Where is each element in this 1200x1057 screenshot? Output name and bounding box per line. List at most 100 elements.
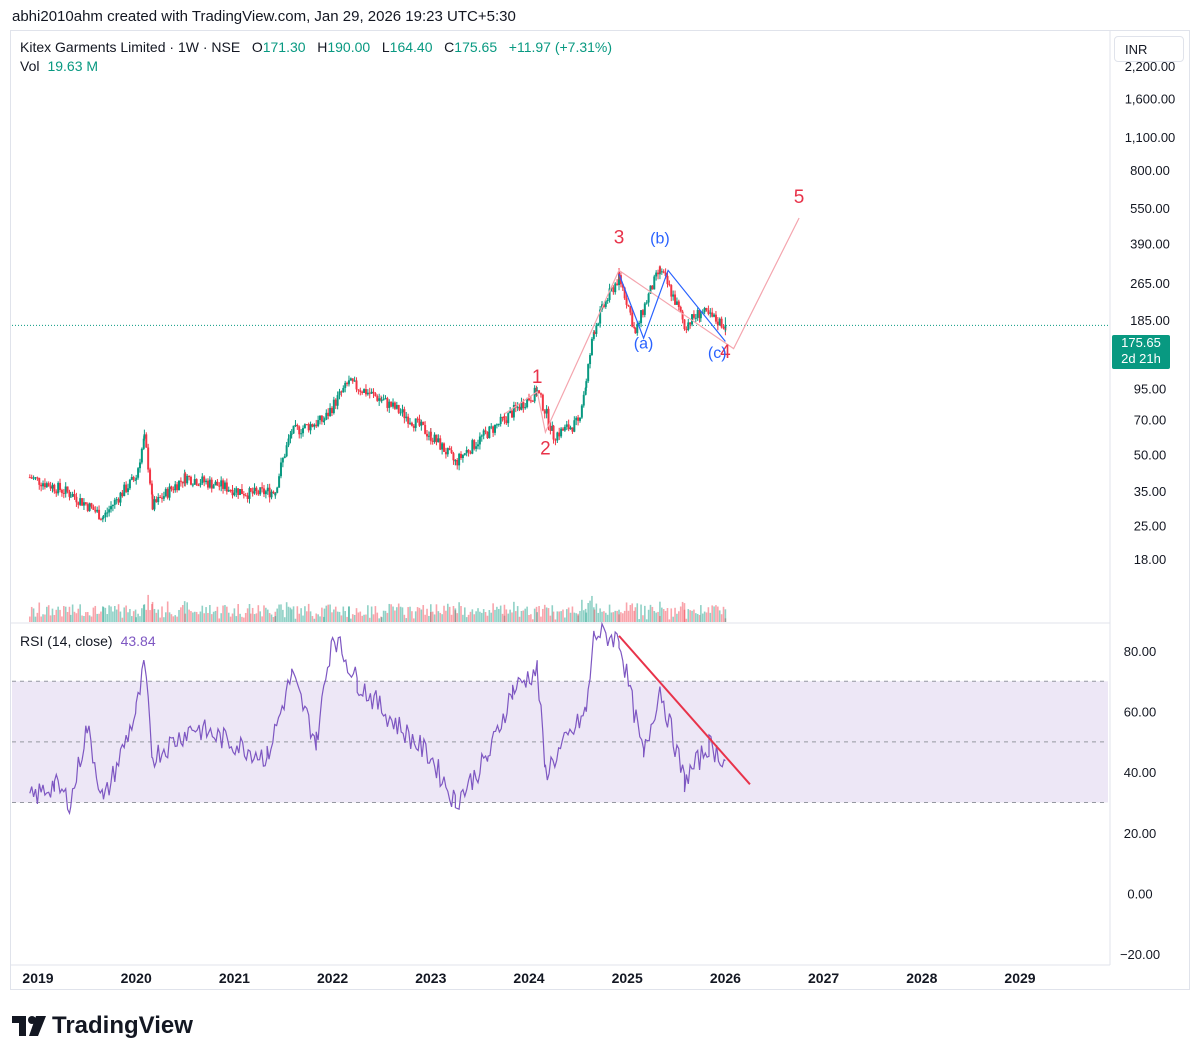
volume-bar [679,606,682,622]
volume-bar [294,618,297,622]
candle-body [612,287,615,293]
volume-bar [701,613,704,622]
volume-bar [29,616,31,622]
candle-body [130,477,133,480]
volume-bar [499,605,502,622]
candle-body [161,497,164,499]
candle-body [81,498,84,506]
candle-body [604,300,607,307]
candle-body [687,322,690,330]
candle-body [528,398,530,401]
volume-bar [368,617,371,622]
candle-body [315,424,318,427]
volume-bar [313,618,316,622]
year-tick-label: 2024 [513,970,544,986]
price-tick-label: 35.00 [1134,484,1167,499]
candle-body [484,430,487,432]
candle-body [602,304,605,307]
volume-bar [511,612,513,622]
candle-body [69,496,72,498]
candle-body [257,491,260,495]
volume-bar [631,603,634,622]
volume-bar [401,607,404,622]
tradingview-logo[interactable]: TradingView [12,1012,193,1040]
volume-bar [351,614,354,622]
year-tick-label: 2029 [1004,970,1035,986]
candle-body [520,401,523,410]
candle-body [138,462,141,469]
candle-body [305,424,308,426]
candle-body [429,431,432,441]
candle-body [490,426,493,428]
candle-body [344,382,347,389]
volume-bar [317,614,319,622]
volume-bar [691,610,693,622]
candle-body [147,447,150,470]
candle-body [184,473,187,484]
volume-bar [333,609,335,622]
price-tick-label: 550.00 [1130,201,1170,216]
volume-bar [503,615,506,622]
volume-bar [536,612,538,622]
candle-body [132,477,135,480]
candle-body [547,408,550,426]
candle-body [302,428,305,434]
candle-body [191,484,194,486]
candle-body [336,395,339,406]
volume-bar [64,606,67,622]
volume-bar [166,601,169,622]
volume-bar [214,610,217,622]
volume-bar [479,611,481,622]
volume-bar [85,612,87,622]
candle-body [357,389,360,391]
rsi-tick-label: 60.00 [1124,705,1157,720]
brand-name: TradingView [52,1012,193,1039]
candle-body [412,425,415,428]
candle-body [108,509,111,513]
candle-body [599,309,602,324]
volume-bar [514,611,517,622]
candle-body [75,496,78,503]
volume-bar [567,607,570,622]
candle-body [625,298,628,305]
volume-bar [329,604,331,622]
candle-body [264,491,267,495]
currency-selector[interactable]: INR [1114,36,1184,62]
candle-body [239,489,242,496]
chart-svg[interactable]: 1 2 3 4 5 (a) (b) (c) 2,200.00 1,600.00 1,100.00 8… [0,0,1200,1000]
volume-bar [494,609,496,622]
volume-bar [593,609,596,622]
volume-bar [443,605,445,622]
volume-bar [130,616,133,622]
candle-body [201,476,204,484]
volume-bar [382,610,385,622]
volume-bar [603,611,605,622]
volume-bar [446,603,449,622]
volume-bar [239,613,241,622]
volume-bar [218,618,221,622]
candle-body [64,486,67,494]
candle-body [505,420,508,424]
volume-bar [151,601,154,622]
volume-bar [431,611,434,622]
volume-bar [164,612,167,622]
volume-bar [355,608,358,622]
volume-bar [145,609,148,622]
volume-bar [672,616,674,622]
candle-body [640,310,643,323]
volume-bar [597,612,600,622]
candle-body [614,283,617,293]
volume-bar [348,606,350,622]
candle-body [244,495,247,497]
volume-bar [311,616,314,622]
candle-body [450,450,453,454]
volume-bar [475,611,477,622]
volume-bar [445,610,447,622]
volume-bar [547,608,550,622]
candle-body [223,482,226,489]
volume-bar [488,610,491,622]
volume-bar [265,607,267,622]
volume-bar [309,611,312,622]
volume-bar [183,601,186,622]
candle-body [478,436,481,445]
